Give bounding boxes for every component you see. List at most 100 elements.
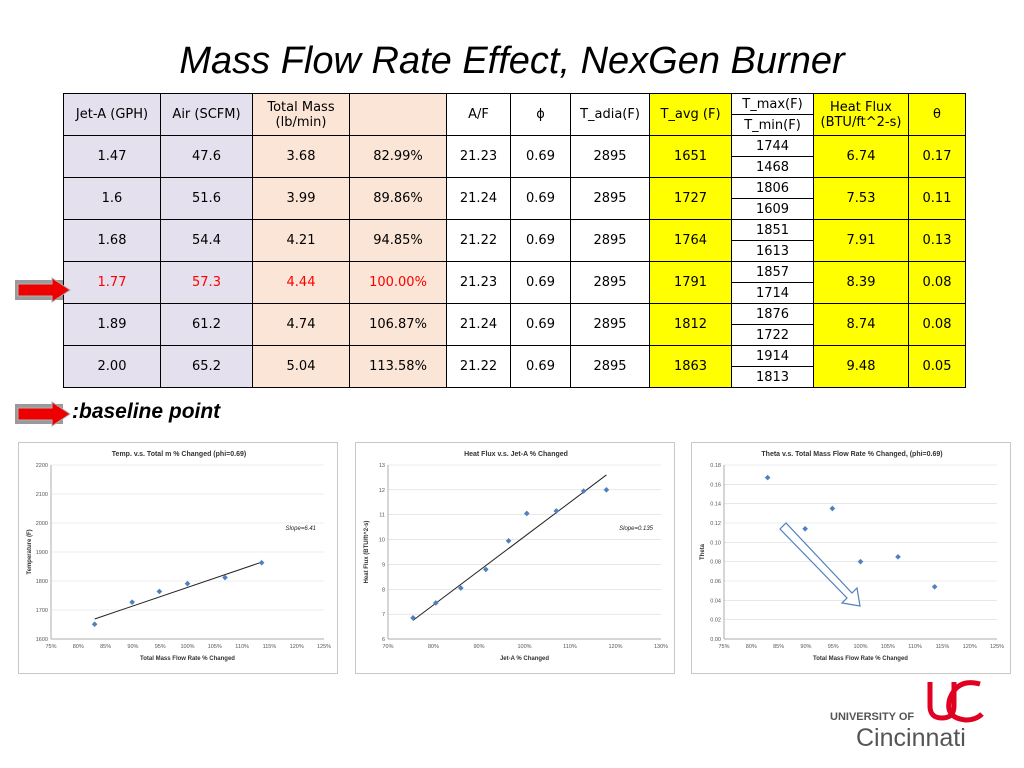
table-row: 1.77 57.3 4.44 100.00% 21.23 0.69 2895 1791 1857… — [63, 261, 966, 304]
baseline-row-arrow-icon — [15, 277, 71, 303]
cell-t-adia: 2895 — [570, 303, 650, 346]
chart-title: Theta v.s. Total Mass Flow Rate % Change… — [761, 451, 942, 458]
cell-heat-flux: 9.48 — [813, 345, 909, 388]
data-point — [258, 559, 265, 566]
cell-phi: 0.69 — [510, 135, 571, 178]
cell-t-adia: 2895 — [570, 135, 650, 178]
header-heat-flux: Heat Flux (BTU/ft^2-s) — [813, 93, 909, 136]
x-tick-label: 130% — [654, 644, 668, 650]
header-theta: θ — [908, 93, 966, 136]
header-phi: ϕ — [510, 93, 571, 136]
cell-total-mass: 3.99 — [252, 177, 350, 220]
cell-t-min: 1468 — [731, 156, 814, 178]
cell-t-adia: 2895 — [570, 345, 650, 388]
header-af: A/F — [446, 93, 511, 136]
data-point — [523, 510, 530, 517]
cell-jet-a: 1.77 — [63, 261, 161, 304]
y-tick-label: 10 — [379, 538, 385, 544]
cell-phi: 0.69 — [510, 177, 571, 220]
header-t-adia: T_adia(F) — [570, 93, 650, 136]
heat-flux-chart: Heat Flux v.s. Jet-A % Changed 6 7 8 9 10 11 12… — [355, 442, 675, 674]
cell-t-max: 1851 — [731, 219, 814, 241]
y-tick-label: 13 — [379, 463, 385, 469]
university-logo: UNIVERSITY OF Cincinnati — [830, 672, 1000, 752]
y-tick-label: 2000 — [36, 521, 48, 527]
y-tick-label: 6 — [382, 637, 385, 643]
cell-air: 61.2 — [160, 303, 253, 346]
data-point — [553, 508, 560, 514]
header-blank — [349, 93, 447, 136]
trendline — [412, 474, 607, 621]
cell-jet-a: 1.89 — [63, 303, 161, 346]
cell-af: 21.23 — [446, 135, 511, 178]
cell-heat-flux: 8.39 — [813, 261, 909, 304]
x-tick-label: 80% — [73, 644, 84, 650]
x-tick-label: 80% — [428, 644, 439, 650]
y-tick-label: 0.18 — [710, 463, 721, 469]
header-heat-flux-line2: (BTU/ft^2-s) — [820, 114, 902, 130]
cell-percent: 113.58% — [349, 345, 447, 388]
header-heat-flux-line1: Heat Flux — [830, 99, 892, 115]
chart-title: Heat Flux v.s. Jet-A % Changed — [464, 451, 568, 458]
data-point — [184, 580, 191, 587]
cell-percent: 106.87% — [349, 303, 447, 346]
cell-air: 54.4 — [160, 219, 253, 262]
y-tick-label: 0.00 — [710, 637, 721, 643]
cell-air: 57.3 — [160, 261, 253, 304]
cell-air: 47.6 — [160, 135, 253, 178]
header-air: Air (SCFM) — [160, 93, 253, 136]
x-tick-label: 100% — [853, 644, 867, 650]
x-tick-label: 70% — [382, 644, 393, 650]
cell-jet-a: 1.47 — [63, 135, 161, 178]
cell-t-avg: 1727 — [649, 177, 732, 220]
x-tick-label: 125% — [317, 644, 331, 650]
x-tick-label: 80% — [746, 644, 757, 650]
x-tick-label: 120% — [963, 644, 977, 650]
x-tick-label: 90% — [800, 644, 811, 650]
cell-t-avg: 1863 — [649, 345, 732, 388]
y-tick-label: 0.16 — [710, 482, 721, 488]
temperature-chart: Temp. v.s. Total m % Changed (phi=0.69) 1… — [18, 442, 338, 674]
table-row: 1.6 51.6 3.99 89.86% 21.24 0.69 2895 1727 1806 7.… — [63, 177, 966, 220]
x-tick-label: 100% — [180, 644, 194, 650]
cell-theta: 0.05 — [908, 345, 966, 388]
x-tick-label: 125% — [990, 644, 1004, 650]
table-row-tmin: 1613 — [64, 240, 966, 262]
header-total-mass: Total Mass (lb/min) — [252, 93, 350, 136]
cell-theta: 0.08 — [908, 303, 966, 346]
cell-phi: 0.69 — [510, 303, 571, 346]
y-tick-label: 0.12 — [710, 521, 721, 527]
cell-heat-flux: 6.74 — [813, 135, 909, 178]
cell-t-min: 1714 — [731, 282, 814, 304]
header-total-mass-line2: (lb/min) — [275, 114, 327, 130]
results-table: Jet-A (GPH) Air (SCFM) Total Mass (lb/min… — [63, 93, 966, 388]
y-tick-label: 12 — [379, 488, 385, 494]
x-tick-label: 110% — [908, 644, 922, 650]
cell-t-max: 1806 — [731, 177, 814, 199]
cell-t-avg: 1812 — [649, 303, 732, 346]
y-tick-label: 0.06 — [710, 579, 721, 585]
x-tick-label: 120% — [608, 644, 622, 650]
cell-theta: 0.08 — [908, 261, 966, 304]
cell-phi: 0.69 — [510, 219, 571, 262]
y-tick-label: 7 — [382, 612, 385, 618]
cell-percent: 100.00% — [349, 261, 447, 304]
cell-t-max: 1857 — [731, 261, 814, 283]
data-point — [895, 554, 901, 560]
data-point — [931, 583, 938, 590]
data-point — [802, 525, 808, 532]
baseline-legend-label: :baseline point — [72, 400, 221, 423]
cell-t-min: 1722 — [731, 324, 814, 346]
x-tick-label: 100% — [517, 644, 531, 650]
cell-jet-a: 2.00 — [63, 345, 161, 388]
cell-af: 21.22 — [446, 219, 511, 262]
cell-total-mass: 3.68 — [252, 135, 350, 178]
header-t-max: T_max(F) — [731, 93, 814, 115]
table-row: 1.47 47.6 3.68 82.99% 21.23 0.69 2895 1651 1744 6… — [63, 135, 966, 178]
y-axis-label: Temperature (F) — [27, 529, 33, 574]
y-tick-label: 2200 — [36, 463, 48, 469]
uc-monogram-icon: UNIVERSITY OF Cincinnati — [830, 680, 984, 752]
x-tick-label: 115% — [263, 644, 277, 650]
header-jet-a: Jet-A (GPH) — [63, 93, 161, 136]
cell-af: 21.22 — [446, 345, 511, 388]
